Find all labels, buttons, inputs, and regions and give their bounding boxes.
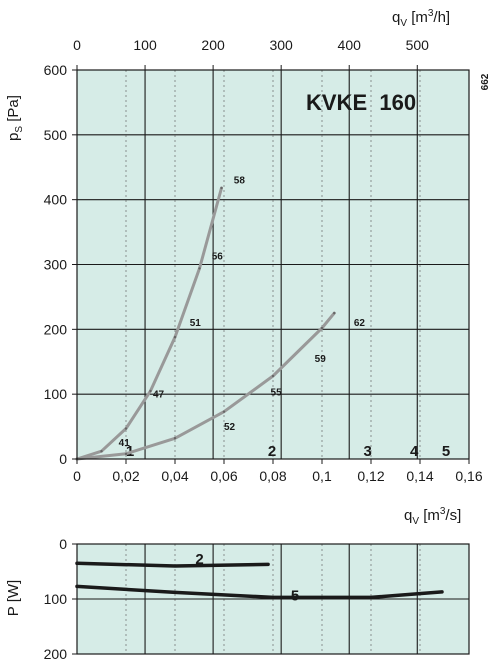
top-x-tick-label: 400	[338, 37, 362, 53]
curve-point	[222, 410, 226, 413]
x-axis-title-unit-pre: [m	[423, 507, 440, 524]
curve-point	[173, 437, 177, 440]
sound-level-label: 47	[153, 389, 165, 400]
power-y-ticks: 0 100 200	[44, 536, 77, 662]
curve-point	[320, 326, 324, 330]
x-axis-title-unit-sup: 3	[440, 506, 446, 517]
x-ticks-bottom: 0 0,02 0,04 0,06 0,08 0,1 0,12 0,14 0,16	[73, 459, 483, 484]
sound-level-label: 41	[119, 438, 131, 449]
curve-point	[100, 450, 103, 453]
svg-text:pS [Pa]: pS [Pa]	[5, 95, 25, 141]
power-y-axis-title-unit: [W]	[5, 580, 22, 603]
sound-level-label: 56	[212, 251, 224, 262]
power-y-axis-title: P [W]	[5, 580, 22, 616]
x-tick-label: 0,14	[406, 468, 433, 484]
power-curve	[75, 584, 444, 600]
power-curve-label: 2	[195, 551, 203, 568]
top-x-tick-label: 0	[73, 37, 81, 53]
x-tick-label: 0,1	[312, 468, 332, 484]
power-y-tick-label: 100	[44, 591, 68, 607]
x-tick-label: 0,16	[455, 468, 482, 484]
sound-level-label: 59	[315, 354, 327, 365]
y-tick-label: 300	[44, 257, 68, 273]
power-series-labels: 25	[195, 551, 299, 605]
sound-level-label: 52	[224, 422, 236, 433]
y-axis-title-main: p	[5, 133, 22, 141]
sound-labels: 41 47 51 56 58 52 55 59 62	[119, 175, 366, 449]
power-curve-label: 5	[291, 588, 299, 605]
y-ticks-left: 0 100 200 300 400 500 600	[44, 62, 77, 467]
top-x-axis-title-sub: V	[400, 18, 407, 29]
top-x-tick-label: 300	[269, 37, 293, 53]
x-tick-label: 0,02	[112, 468, 139, 484]
x-axis-title-main: q	[404, 507, 412, 524]
x-ticks-top: 0 100 200 300 400 500	[73, 37, 429, 70]
main-grid	[77, 70, 469, 459]
curve-point	[198, 267, 201, 270]
sound-level-label: 55	[271, 387, 283, 398]
y-axis-title-unit: [Pa]	[5, 95, 22, 122]
svg-text:P [W]: P [W]	[5, 580, 22, 616]
x-tick-label: 0,06	[210, 468, 237, 484]
y-tick-label: 600	[44, 62, 68, 78]
power-y-axis-title-main: P	[5, 606, 22, 616]
side-label: 662	[480, 73, 489, 90]
curve-point	[220, 186, 223, 190]
chart-title: KVKE 160	[306, 90, 416, 115]
y-tick-label: 0	[59, 451, 67, 467]
curve-point	[173, 335, 177, 339]
x-axis-title: qV [m3/s]	[404, 506, 461, 527]
speed-line-label: 5	[442, 443, 450, 460]
y-tick-label: 200	[44, 321, 68, 337]
top-x-axis-title-unit-post: /h]	[433, 9, 450, 26]
curve-point	[149, 389, 152, 393]
top-x-tick-label: 500	[406, 37, 430, 53]
y-tick-label: 100	[44, 386, 68, 402]
power-y-tick-label: 0	[59, 536, 67, 552]
y-tick-label: 400	[44, 192, 68, 208]
x-tick-label: 0,08	[259, 468, 286, 484]
main-series	[75, 186, 336, 461]
x-axis-title-sub: V	[412, 516, 419, 527]
x-tick-label: 0	[73, 468, 81, 484]
y-tick-label: 500	[44, 127, 68, 143]
top-x-axis-title-unit-pre: [m	[411, 9, 428, 26]
top-x-axis-title: qV [m3/h]	[392, 8, 450, 29]
speed-line-label: 2	[268, 443, 276, 460]
y-axis-title-sub: S	[14, 126, 25, 133]
curve-point	[124, 452, 128, 456]
curve-point	[333, 311, 336, 315]
top-x-tick-label: 200	[201, 37, 225, 53]
top-x-axis-title-unit-sup: 3	[428, 8, 434, 19]
top-x-tick-label: 100	[133, 37, 157, 53]
sound-level-label: 51	[190, 318, 202, 329]
sound-level-label: 62	[354, 318, 366, 329]
x-tick-label: 0,04	[161, 468, 188, 484]
x-tick-label: 0,12	[357, 468, 384, 484]
top-x-axis-title-main: q	[392, 9, 400, 26]
speed-line-label: 3	[363, 443, 371, 460]
sound-level-label: 58	[234, 175, 246, 186]
x-axis-title-unit-post: /s]	[445, 507, 461, 524]
curve-point	[124, 427, 128, 430]
power-y-tick-label: 200	[44, 646, 68, 662]
power-curve	[75, 561, 270, 568]
speed-line-label: 4	[410, 443, 419, 460]
y-axis-title: pS [Pa]	[5, 95, 25, 141]
power-series	[75, 561, 444, 600]
curve-point	[271, 374, 275, 378]
